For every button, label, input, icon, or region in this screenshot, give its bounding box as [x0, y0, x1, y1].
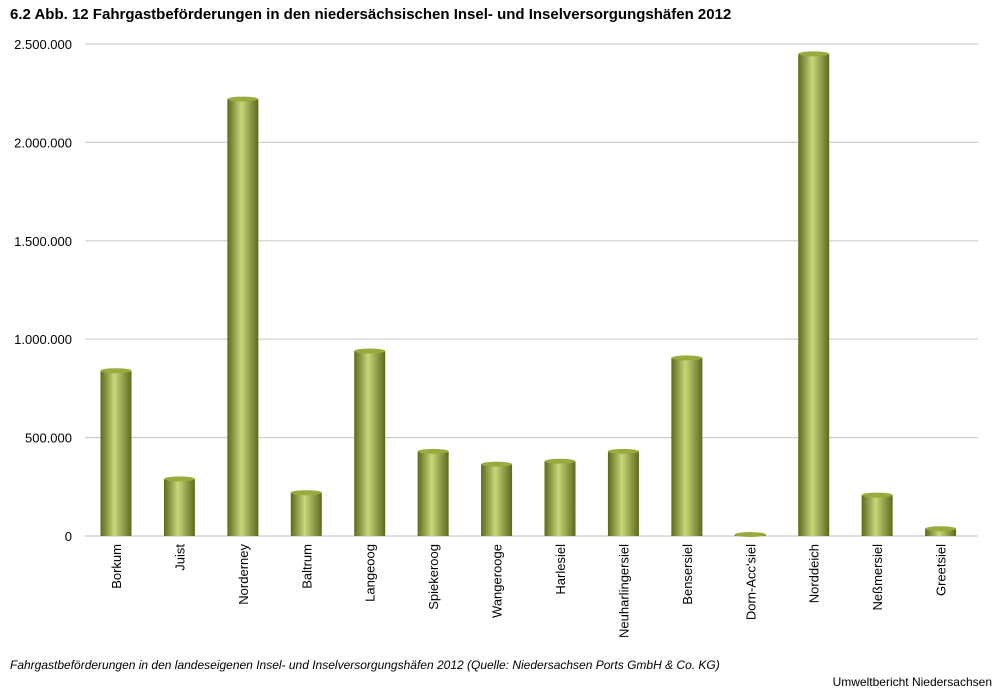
bar-cap	[798, 51, 830, 57]
x-tick-label: Norderney	[236, 544, 251, 605]
y-axis-ticks: 0 500.000 1.000.000 1.500.000 2.000.000 2.500…	[14, 37, 72, 544]
bar-cap	[290, 490, 322, 496]
bar-cap	[354, 348, 386, 354]
bar-body	[861, 495, 893, 536]
bars	[100, 51, 957, 537]
bar-10	[734, 532, 766, 537]
x-tick-label: Spiekeroog	[426, 544, 441, 610]
x-tick-label: Harlesiel	[553, 544, 568, 595]
bar-cap	[861, 492, 893, 498]
bar-body	[481, 464, 513, 536]
bar-body	[607, 451, 639, 536]
x-tick-label: Greetsiel	[934, 544, 949, 596]
y-tick-label: 2.500.000	[14, 37, 72, 52]
chart-title: 6.2 Abb. 12 Fahrgastbeförderungen in den…	[10, 6, 732, 23]
bar-5	[417, 448, 449, 536]
bar-cap	[544, 458, 576, 464]
bar-body	[354, 351, 386, 536]
bar-cap	[100, 368, 132, 374]
bar-body	[671, 357, 703, 536]
x-tick-label: Neuharlingersiel	[616, 544, 631, 638]
bar-12	[861, 492, 893, 536]
bar-body	[163, 478, 195, 536]
bar-cap	[163, 476, 195, 482]
bar-11	[798, 51, 830, 537]
figure-caption: Fahrgastbeförderungen in den landeseigen…	[10, 658, 720, 672]
bar-8	[607, 448, 639, 536]
x-tick-label: Neßmersiel	[870, 544, 885, 611]
bar-body	[544, 461, 576, 536]
y-tick-label: 1.000.000	[14, 332, 72, 347]
y-tick-label: 0	[65, 529, 72, 544]
x-tick-label: Langeoog	[363, 544, 378, 602]
bar-9	[671, 355, 703, 536]
x-tick-label: Juist	[172, 544, 187, 571]
bar-1	[163, 476, 195, 536]
bar-cap	[417, 448, 449, 454]
y-tick-label: 1.500.000	[14, 234, 72, 249]
bar-4	[354, 348, 386, 536]
x-tick-label: Norddeich	[807, 544, 822, 603]
bar-6	[481, 461, 513, 536]
x-axis-ticks: Borkum Juist Norderney Baltrum Langeoog Spiek…	[109, 544, 949, 638]
bar-body	[925, 528, 957, 536]
x-tick-label: Bensersiel	[680, 544, 695, 605]
bar-body	[227, 99, 259, 536]
bar-body	[417, 451, 449, 536]
x-tick-label: Baltrum	[299, 544, 314, 589]
bar-body	[100, 370, 132, 536]
bar-2	[227, 96, 259, 536]
grid-lines	[85, 43, 978, 537]
x-tick-label: Wangerooge	[490, 544, 505, 618]
bar-cap	[481, 461, 513, 467]
x-tick-label: Dorn-Acc'siel	[743, 544, 758, 620]
bar-0	[100, 368, 132, 536]
bar-7	[544, 458, 576, 536]
x-tick-label: Borkum	[109, 544, 124, 589]
bar-3	[290, 490, 322, 536]
bar-cap	[671, 355, 703, 361]
y-tick-label: 2.000.000	[14, 135, 72, 150]
bar-cap	[607, 448, 639, 454]
bar-cap	[734, 532, 766, 537]
bar-cap	[925, 526, 957, 532]
bar-body	[798, 53, 830, 537]
bar-13	[925, 526, 957, 536]
source-credit: Umweltbericht Niedersachsen	[832, 675, 992, 689]
bar-cap	[227, 96, 259, 102]
bar-body	[290, 492, 322, 536]
y-tick-label: 500.000	[25, 431, 72, 446]
